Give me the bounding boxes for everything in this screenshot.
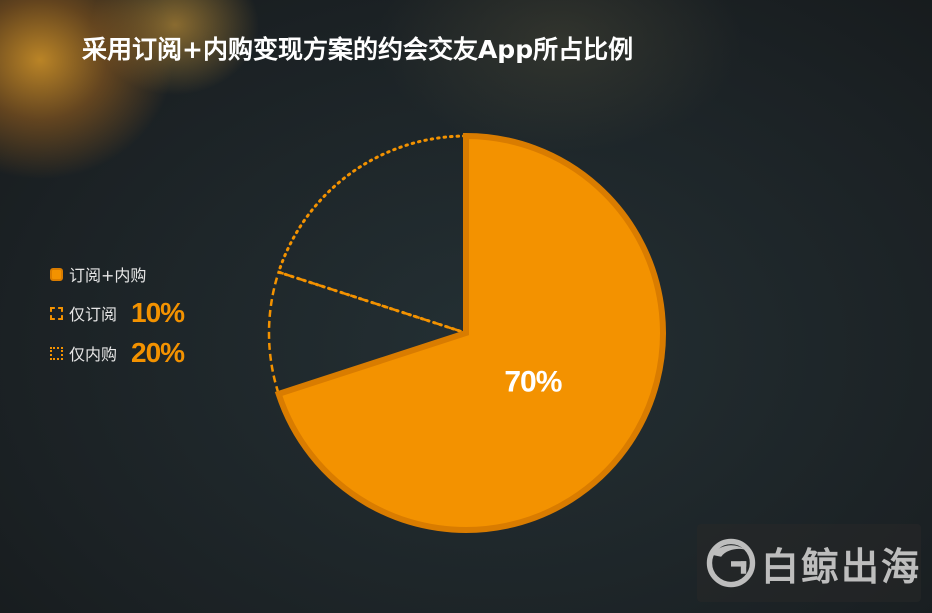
legend-percent: 20%: [131, 337, 185, 368]
whale-logo-icon: [706, 538, 756, 588]
legend-label: 订阅+内购: [69, 266, 147, 285]
legend-item-subscription-iap: 订阅+内购: [50, 262, 184, 286]
legend-swatch-dashed: [50, 306, 63, 320]
legend-swatch-solid: [50, 267, 63, 281]
legend-item-iap-only: 仅内购 20%: [50, 336, 185, 370]
legend-swatch-dotted: [50, 346, 63, 360]
legend-label: 仅订阅: [69, 305, 118, 324]
pie-slice-subscription-only: [267, 270, 471, 396]
pie-data-label: 70%: [504, 366, 561, 399]
pie-slice-subscription-iap: [274, 132, 666, 533]
legend: 订阅+内购 仅订阅 10% 仅内购 20%: [50, 262, 185, 376]
legend-percent: 10%: [131, 297, 185, 328]
legend-item-subscription-only: 仅订阅 10%: [50, 296, 185, 330]
chart-title: 采用订阅+内购变现方案的约会交友App所占比例: [82, 35, 634, 64]
watermark-text: 白鲸出海: [760, 544, 921, 589]
legend-label: 仅内购: [69, 345, 118, 364]
pie-slice-iap-only: [276, 134, 468, 336]
watermark: 白鲸出海: [697, 524, 921, 602]
